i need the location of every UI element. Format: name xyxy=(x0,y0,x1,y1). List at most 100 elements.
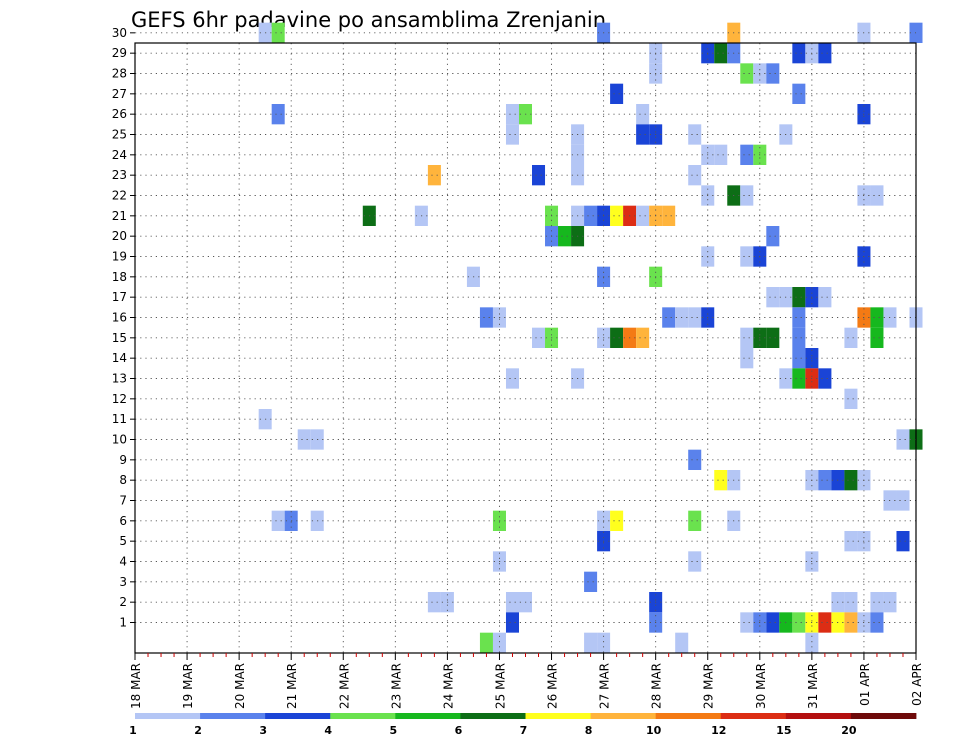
x-tick-label: 27 MAR xyxy=(598,663,612,709)
heatmap-cell-54 xyxy=(662,205,676,226)
heatmap-cell-19 xyxy=(271,104,285,125)
y-tick-label: 28 xyxy=(112,67,127,81)
heatmap-cell-48 xyxy=(584,205,598,226)
heatmap-cell-87 xyxy=(636,327,650,348)
heatmap-cell-85 xyxy=(610,327,624,348)
x-tick-label: 24 MAR xyxy=(441,663,455,709)
y-tick-label: 24 xyxy=(112,148,127,162)
heatmap-cell-109 xyxy=(688,449,702,470)
legend-label: 5 xyxy=(390,724,398,737)
heatmap-cell-119 xyxy=(271,510,285,531)
heatmap-cell-43 xyxy=(870,185,884,206)
legend-swatch xyxy=(850,713,917,719)
heatmap-cell-36 xyxy=(532,165,546,186)
legend-swatch xyxy=(265,713,331,719)
heatmap-cell-125 xyxy=(688,510,702,531)
heatmap-cell-71 xyxy=(479,307,493,328)
heatmap-cell-105 xyxy=(297,429,311,450)
y-tick-label: 21 xyxy=(112,209,127,223)
legend-swatch xyxy=(330,713,396,719)
y-tick-label: 20 xyxy=(112,229,127,243)
heatmap-cell-73 xyxy=(662,307,676,328)
x-tick-label: 25 MAR xyxy=(493,663,507,709)
heatmap-cell-26 xyxy=(636,124,650,145)
heatmap-cell-144 xyxy=(505,612,519,633)
y-tick-label: 12 xyxy=(112,392,127,406)
heatmap-cell-52 xyxy=(636,205,650,226)
heatmap-cell-132 xyxy=(688,551,702,572)
heatmap-cell-18 xyxy=(792,83,806,104)
y-tick-label: 29 xyxy=(112,46,127,60)
legend-label: 8 xyxy=(585,724,593,737)
legend-swatch xyxy=(525,713,591,719)
heatmap-cell-161 xyxy=(675,632,689,653)
legend-label: 3 xyxy=(259,724,267,737)
y-tick-label: 15 xyxy=(112,331,127,345)
heatmap-cell-107 xyxy=(896,429,910,450)
heatmap-cell-75 xyxy=(688,307,702,328)
heatmap-cell-16 xyxy=(766,63,780,84)
legend-swatch xyxy=(135,713,201,719)
heatmap-cell-97 xyxy=(505,368,519,389)
x-tick-label: 22 MAR xyxy=(337,663,351,709)
heatmap-cell-82 xyxy=(532,327,546,348)
x-tick-label: 29 MAR xyxy=(702,663,716,709)
y-tick-label: 8 xyxy=(119,473,127,487)
heatmap-cell-33 xyxy=(740,144,754,165)
y-tick-label: 22 xyxy=(112,189,127,203)
x-tick-label: 18 MAR xyxy=(129,663,143,709)
heatmap-cell-35 xyxy=(427,165,441,186)
x-tick-label: 20 MAR xyxy=(233,663,247,709)
heatmap-cell-90 xyxy=(766,327,780,348)
heatmap-cell-100 xyxy=(792,368,806,389)
x-tick-label: 21 MAR xyxy=(285,663,299,709)
y-tick-label: 10 xyxy=(112,433,127,447)
y-tick-label: 11 xyxy=(112,412,127,426)
heatmap-cell-88 xyxy=(740,327,754,348)
heatmap-cell-79 xyxy=(870,307,884,328)
legend-label: 10 xyxy=(646,724,662,737)
x-tick-label: 28 MAR xyxy=(650,663,664,709)
legend-label: 20 xyxy=(841,724,857,737)
heatmap-cell-28 xyxy=(688,124,702,145)
y-tick-label: 5 xyxy=(119,534,127,548)
heatmap-cell-128 xyxy=(844,531,858,552)
y-tick-label: 3 xyxy=(119,575,127,589)
heatmap-cell-160 xyxy=(597,632,611,653)
legend-swatch xyxy=(720,713,787,719)
heatmap-cell-20 xyxy=(505,104,519,125)
heatmap-cell-22 xyxy=(636,104,650,125)
color-legend: 1 2 3 4 5 6 7 8 10 12 15 20 xyxy=(129,713,917,737)
heatmap-cell-152 xyxy=(818,612,832,633)
heatmap-cell-130 xyxy=(896,531,910,552)
x-tick-label: 02 APR xyxy=(910,663,924,706)
heatmap-cell-124 xyxy=(610,510,624,531)
y-tick-label: 16 xyxy=(112,311,127,325)
x-tick-label: 19 MAR xyxy=(181,663,195,709)
heatmap-cell-102 xyxy=(818,368,832,389)
y-tick-label: 17 xyxy=(112,290,127,304)
y-tick-label: 23 xyxy=(112,168,127,182)
heatmap-cell-77 xyxy=(792,307,806,328)
y-tick-label: 9 xyxy=(119,453,127,467)
y-axis: 1234567891011121314151617181920212223242… xyxy=(112,26,135,630)
heatmap-cell-118 xyxy=(896,490,910,511)
heatmap-cell-10 xyxy=(792,43,806,64)
y-tick-label: 1 xyxy=(119,616,127,630)
heatmap-cell-56 xyxy=(558,226,572,247)
heatmap-cell-8 xyxy=(714,43,728,64)
y-tick-label: 14 xyxy=(112,351,127,365)
heatmap-cell-32 xyxy=(714,144,728,165)
x-tick-label: 30 MAR xyxy=(754,663,768,709)
heatmap-cell-17 xyxy=(610,83,624,104)
legend-swatch xyxy=(460,713,526,719)
legend-label: 12 xyxy=(711,724,726,737)
x-axis: 18 MAR 19 MAR 20 MAR 21 MAR 22 MAR 23 MAR 24 M… xyxy=(129,653,924,709)
legend-label: 15 xyxy=(776,724,791,737)
x-tick-label: 23 MAR xyxy=(389,663,403,709)
heatmap-cell-156 xyxy=(870,612,884,633)
y-tick-label: 13 xyxy=(112,372,127,386)
heatmap-cell-92 xyxy=(844,327,858,348)
legend-label: 6 xyxy=(455,724,463,737)
